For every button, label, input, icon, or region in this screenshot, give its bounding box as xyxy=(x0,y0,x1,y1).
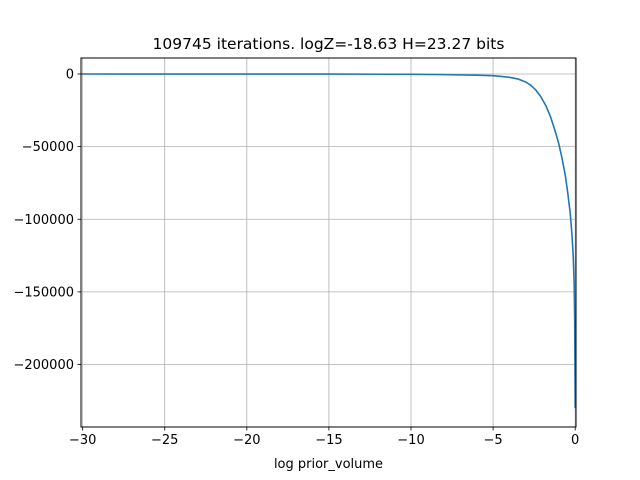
chart-title: 109745 iterations. logZ=-18.63 H=23.27 b… xyxy=(153,35,505,53)
series-layer xyxy=(80,73,576,409)
y-tick-label: −100000 xyxy=(13,213,74,228)
series-line xyxy=(80,73,576,409)
y-tick-label: −200000 xyxy=(13,358,74,373)
x-tick-label: 0 xyxy=(571,433,579,448)
x-tick-label: −5 xyxy=(484,433,503,448)
x-tick-label: −20 xyxy=(233,433,260,448)
x-axis-label: log prior_volume xyxy=(274,457,383,472)
y-tick-label: 0 xyxy=(66,67,74,82)
ticks: −30 −25 −20 −15 −10 −5 0 0 −50000 −100000 −150000 −… xyxy=(13,67,579,448)
x-tick-label: −10 xyxy=(397,433,424,448)
x-tick-label: −25 xyxy=(151,433,178,448)
x-tick-label: −15 xyxy=(315,433,342,448)
grid-lines xyxy=(81,58,576,427)
plot-area-frame xyxy=(80,57,577,428)
y-tick-label: −150000 xyxy=(13,285,74,300)
x-tick-label: −30 xyxy=(69,433,96,448)
y-tick-label: −50000 xyxy=(22,140,74,155)
